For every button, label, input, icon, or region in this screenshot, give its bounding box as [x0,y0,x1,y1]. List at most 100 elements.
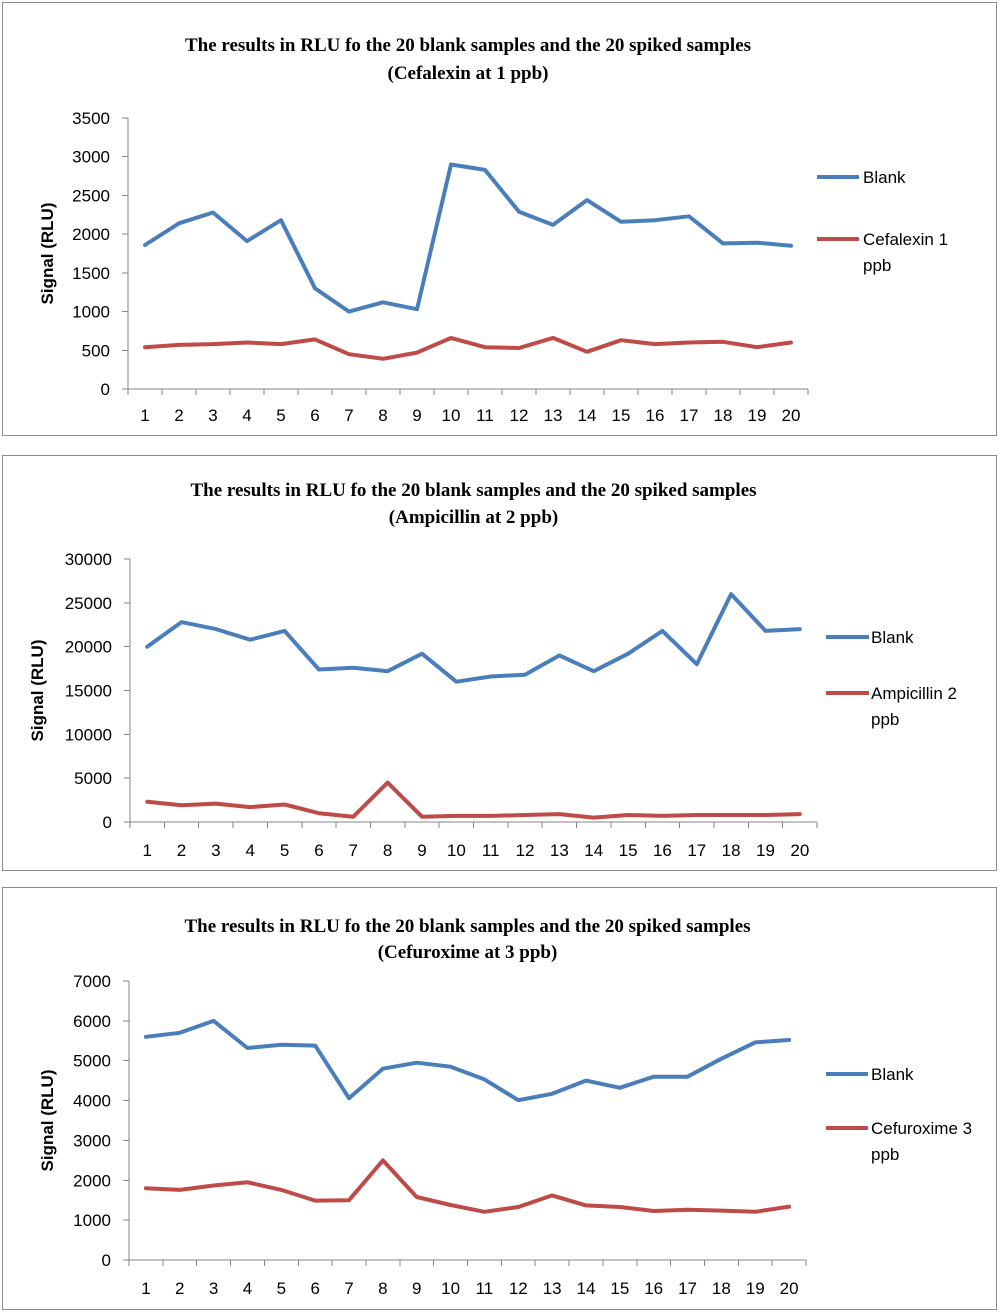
x-tick-label: 17 [687,841,706,860]
x-tick-label: 10 [441,1279,460,1298]
y-tick-label: 1000 [72,303,110,322]
x-tick-label: 1 [140,406,149,425]
x-tick-label: 18 [712,1279,731,1298]
x-tick-label: 15 [619,841,638,860]
series-line-cefalexin [143,335,793,361]
y-tick-label: 2500 [72,186,110,205]
y-tick-label: 5000 [73,1052,111,1071]
y-tick-label: 0 [103,813,112,832]
x-tick-label: 3 [209,1279,218,1298]
x-tick-label: 6 [310,406,319,425]
x-tick-label: 19 [746,1279,765,1298]
x-tick-label: 6 [314,841,323,860]
x-tick-label: 5 [276,406,285,425]
x-tick-label: 9 [412,406,421,425]
x-tick-label: 7 [349,841,358,860]
chart-panel-cefalexin: The results in RLU fo the 20 blank sampl… [2,2,997,436]
x-tick-label: 4 [242,406,251,425]
y-axis-label: Signal (RLU) [38,1070,57,1172]
y-tick-label: 30000 [65,550,112,569]
x-tick-label: 16 [653,841,672,860]
x-tick-label: 7 [344,406,353,425]
x-tick-label: 11 [482,841,500,860]
y-tick-label: 7000 [73,972,111,991]
series-line-blank [143,1018,792,1103]
chart-cefalexin: The results in RLU fo the 20 blank sampl… [38,35,948,425]
chart-panel-cefuroxime: The results in RLU fo the 20 blank sampl… [2,887,997,1310]
x-tick-label: 9 [417,841,426,860]
x-tick-label: 4 [243,1279,252,1298]
legend-label-blank: Blank [871,1065,914,1084]
x-tick-label: 18 [714,406,733,425]
x-tick-label: 12 [509,1279,528,1298]
x-tick-label: 14 [584,841,603,860]
x-tick-label: 4 [245,841,254,860]
y-tick-label: 2000 [72,225,110,244]
chart-title: The results in RLU fo the 20 blank sampl… [190,480,756,501]
x-tick-label: 15 [612,406,631,425]
y-tick-label: 6000 [73,1012,111,1031]
legend-label-cefalexin: Cefalexin 1 ppb [863,230,948,275]
x-tick-label: 19 [748,406,767,425]
x-tick-label: 11 [476,1279,494,1298]
y-tick-label: 5000 [74,769,112,788]
y-tick-label: 3000 [73,1131,111,1150]
x-tick-label: 14 [577,1279,596,1298]
x-tick-label: 2 [177,841,186,860]
x-tick-label: 20 [780,1279,799,1298]
chart-subtitle: (Ampicillin at 2 ppb) [389,507,558,528]
chart-title: The results in RLU fo the 20 blank sampl… [184,916,750,937]
y-tick-label: 10000 [65,725,112,744]
x-tick-label: 13 [550,841,569,860]
x-tick-label: 10 [447,841,466,860]
series-line-cefuroxime [143,1158,792,1214]
x-tick-label: 16 [644,1279,663,1298]
x-tick-label: 12 [516,841,535,860]
chart-cefuroxime: The results in RLU fo the 20 blank sampl… [38,916,972,1298]
legend-label-blank: Blank [871,628,914,647]
y-tick-label: 0 [102,1251,111,1270]
y-tick-label: 25000 [65,594,112,613]
x-tick-label: 1 [142,841,151,860]
legend-label-cefuroxime: Cefuroxime 3 ppb [871,1119,972,1164]
x-tick-label: 3 [208,406,217,425]
y-tick-label: 500 [82,341,110,360]
y-tick-label: 20000 [65,638,112,657]
x-tick-label: 7 [344,1279,353,1298]
x-tick-label: 9 [412,1279,421,1298]
x-tick-label: 20 [790,841,809,860]
series-line-ampicillin [145,780,802,820]
chart-subtitle: (Cefalexin at 1 ppb) [388,63,549,84]
x-tick-label: 11 [476,406,494,425]
series-line-blank [145,592,802,684]
y-axis-label: Signal (RLU) [38,203,57,305]
x-tick-label: 3 [211,841,220,860]
legend-label-ampicillin: Ampicillin 2 ppb [871,684,957,729]
y-tick-label: 3000 [72,148,110,167]
x-tick-label: 16 [646,406,665,425]
x-tick-label: 8 [378,406,387,425]
y-tick-label: 1500 [72,264,110,283]
x-tick-label: 17 [680,406,699,425]
series-line-blank [143,162,793,314]
legend-label-blank: Blank [863,168,906,187]
x-tick-label: 12 [510,406,529,425]
x-tick-label: 5 [277,1279,286,1298]
x-tick-label: 20 [782,406,801,425]
x-tick-label: 5 [280,841,289,860]
x-tick-label: 18 [722,841,741,860]
x-tick-label: 19 [756,841,775,860]
y-axis-label: Signal (RLU) [28,640,47,742]
x-tick-label: 1 [141,1279,150,1298]
y-tick-label: 1000 [73,1211,111,1230]
y-tick-label: 3500 [72,109,110,128]
chart-panel-ampicillin: The results in RLU fo the 20 blank sampl… [2,455,997,871]
x-tick-label: 15 [610,1279,629,1298]
x-tick-label: 10 [442,406,461,425]
y-tick-label: 15000 [65,682,112,701]
y-tick-label: 0 [101,380,110,399]
x-tick-label: 8 [383,841,392,860]
chart-title: The results in RLU fo the 20 blank sampl… [185,35,751,56]
chart-ampicillin: The results in RLU fo the 20 blank sampl… [28,480,957,860]
x-tick-label: 13 [543,1279,562,1298]
